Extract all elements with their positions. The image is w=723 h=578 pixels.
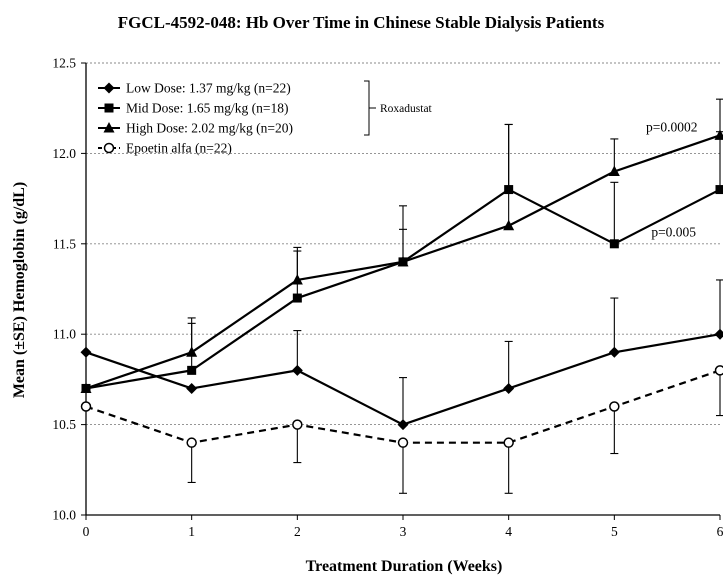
x-tick-label: 0 <box>83 524 90 539</box>
data-point <box>715 185 723 195</box>
legend-marker <box>104 103 114 113</box>
legend-marker <box>103 82 115 94</box>
p-value-annotation: p=0.0002 <box>646 120 698 135</box>
data-point <box>714 365 723 376</box>
x-tick-label: 5 <box>611 524 618 539</box>
chart-title: FGCL-4592-048: Hb Over Time in Chinese S… <box>118 13 605 32</box>
data-point <box>291 364 303 376</box>
x-tick-label: 1 <box>188 524 195 539</box>
legend-label: Epoetin alfa (n=22) <box>126 141 232 156</box>
data-point <box>292 293 302 303</box>
data-point <box>608 165 620 176</box>
series-open-circle <box>80 365 723 494</box>
data-point <box>714 129 723 140</box>
data-point <box>187 365 197 375</box>
annotations: p=0.0002 p=0.005 <box>646 120 698 240</box>
data-point <box>186 382 198 394</box>
data-point <box>397 437 409 448</box>
data-point <box>186 346 198 357</box>
data-point <box>186 437 197 448</box>
x-axis-label: Treatment Duration (Weeks) <box>306 558 503 575</box>
legend-label: Mid Dose: 1.65 mg/kg (n=18) <box>126 101 288 116</box>
data-point <box>397 419 409 431</box>
axes <box>81 62 721 520</box>
y-axis-label: Mean (±SE) Hemoglobin (g/dL) <box>11 182 28 398</box>
y-tick-label: 12.0 <box>52 146 76 161</box>
data-series <box>80 98 723 494</box>
legend-marker <box>103 122 115 133</box>
data-point <box>503 382 515 394</box>
data-point <box>80 382 92 393</box>
y-tick-label: 11.5 <box>53 236 76 251</box>
legend-label: Low Dose: 1.37 mg/kg (n=22) <box>126 81 291 96</box>
y-tick-label: 10.0 <box>52 508 76 523</box>
x-tick-label: 6 <box>717 524 723 539</box>
data-point <box>80 346 92 358</box>
data-point <box>503 219 515 231</box>
data-point <box>714 328 723 340</box>
legend-group-label: Roxadustat <box>380 103 433 115</box>
data-point <box>397 255 409 267</box>
legend-bracket <box>364 80 376 136</box>
data-point <box>609 239 619 249</box>
data-point <box>80 401 92 412</box>
data-point <box>609 401 620 412</box>
x-tick-label: 4 <box>505 524 512 539</box>
y-tick-label: 12.5 <box>52 56 76 71</box>
p-value-annotation: p=0.005 <box>651 225 696 240</box>
y-tick-labels: 10.0 10.5 11.0 11.5 12.0 12.5 <box>52 56 76 523</box>
legend-marker <box>103 142 115 154</box>
y-tick-label: 10.5 <box>52 417 76 432</box>
x-tick-label: 3 <box>400 524 407 539</box>
legend: Low Dose: 1.37 mg/kg (n=22) Mid Dose: 1.6… <box>98 80 433 156</box>
data-point <box>291 273 303 285</box>
x-tick-labels: 0 1 2 3 4 5 6 <box>83 524 723 539</box>
y-tick-label: 11.0 <box>53 327 76 342</box>
data-point <box>608 346 620 358</box>
x-tick-label: 2 <box>294 524 301 539</box>
legend-label: High Dose: 2.02 mg/kg (n=20) <box>126 121 293 136</box>
series-diamond <box>80 279 723 431</box>
data-point <box>292 419 303 430</box>
data-point <box>503 437 514 448</box>
series-triangle <box>80 98 723 393</box>
